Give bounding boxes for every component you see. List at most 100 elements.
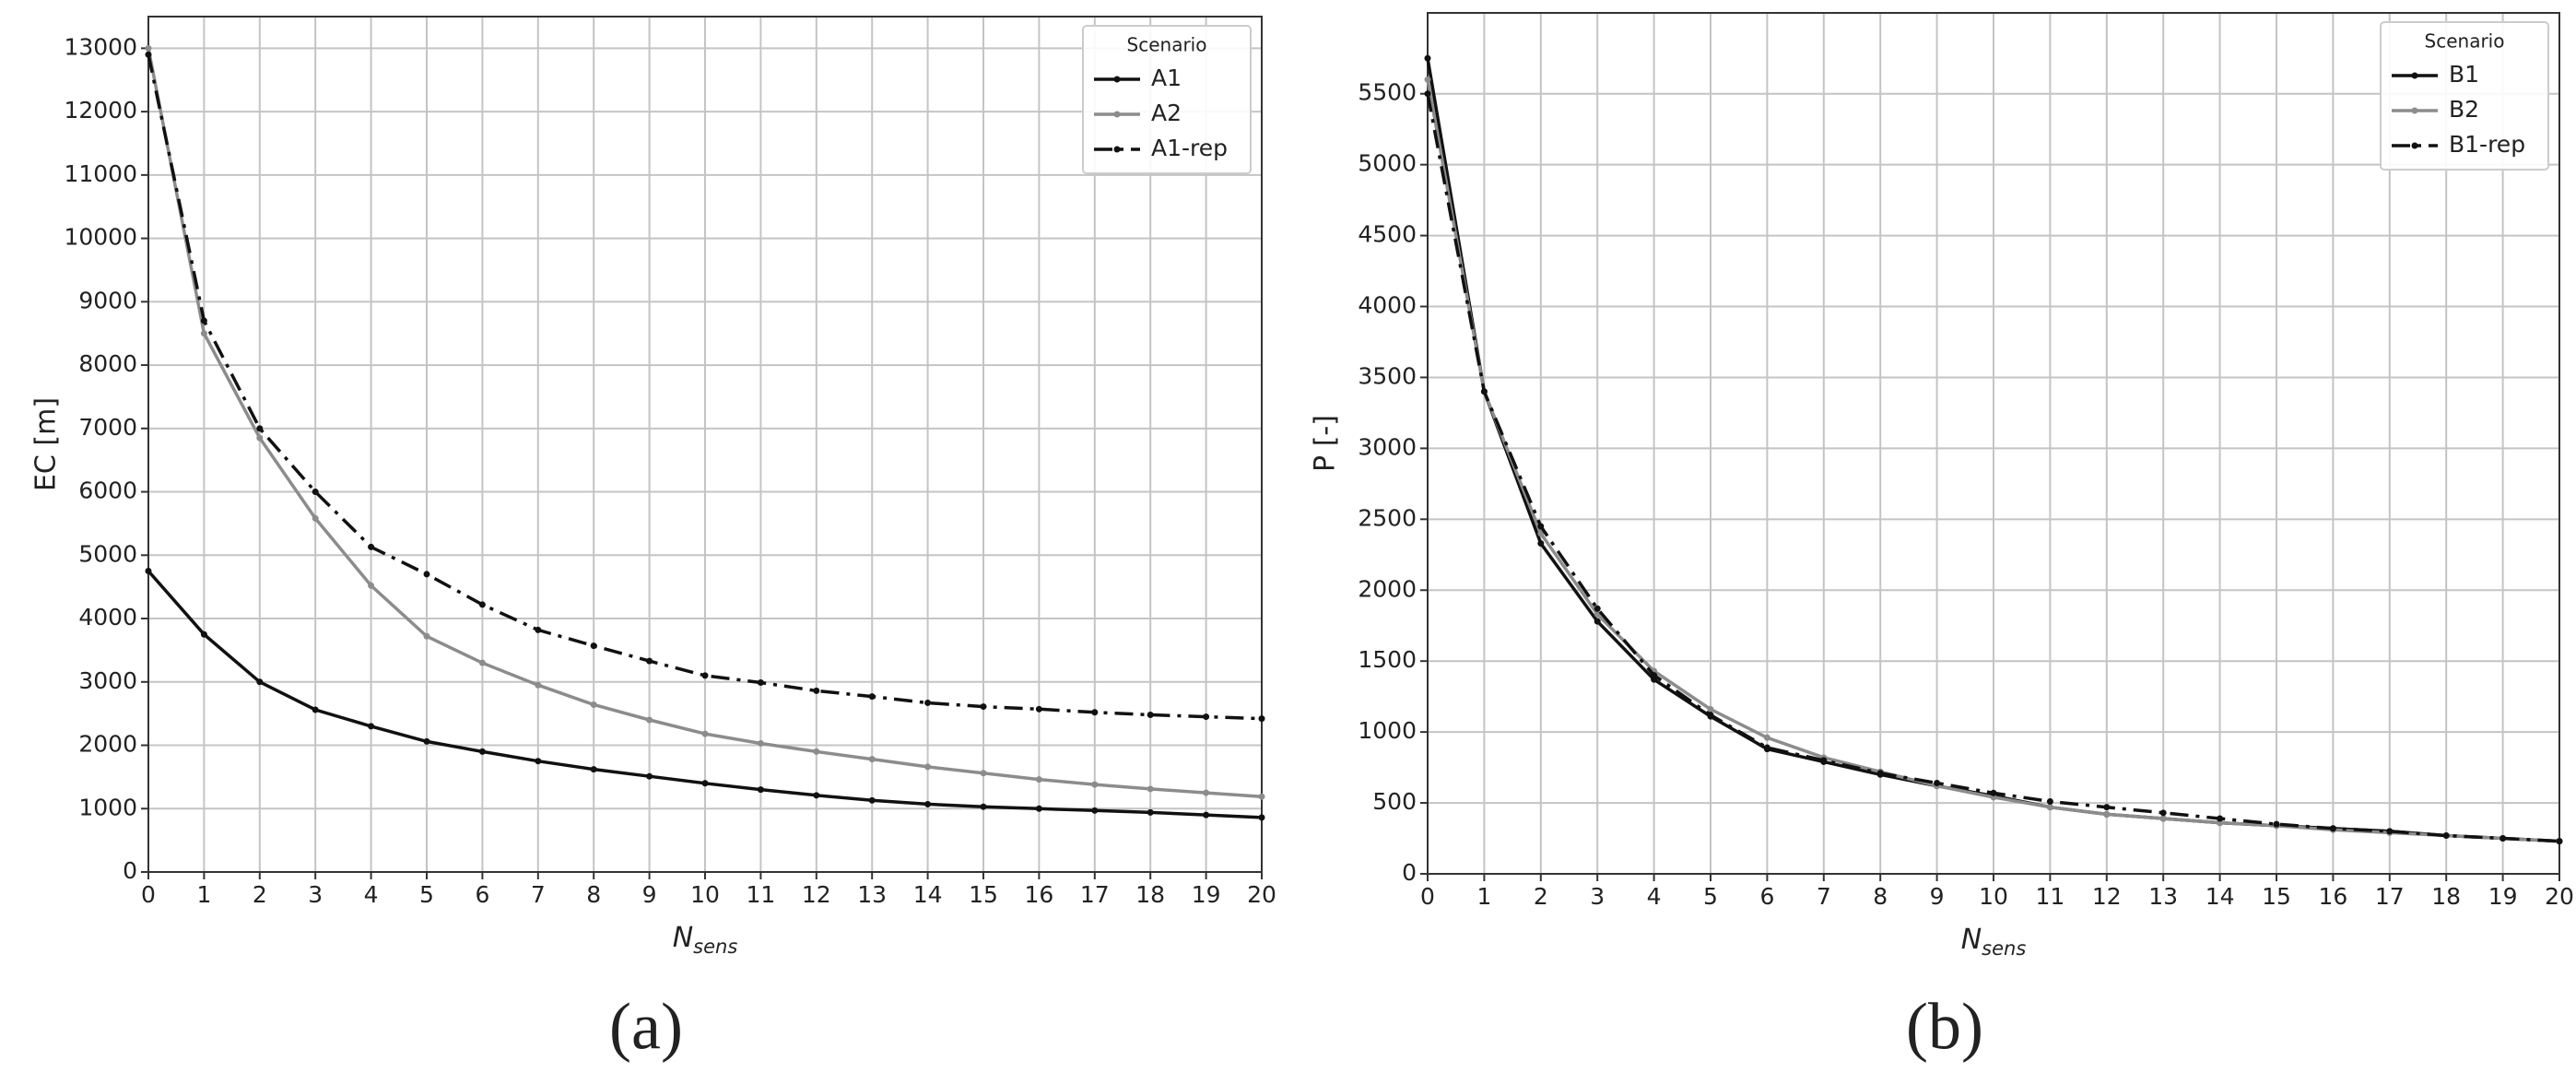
data-point: [1091, 781, 1099, 788]
data-point: [312, 514, 319, 522]
data-point: [423, 737, 430, 745]
legend-marker: [1113, 146, 1121, 153]
chart: 0 500 1000 1500 2000 2500 3000 3500 4000 4500 5000…: [1310, 12, 2574, 1064]
x-tick-label: 12: [802, 881, 831, 908]
legend-marker: [1113, 76, 1121, 83]
panel-label: (a): [609, 990, 683, 1064]
data-point: [2103, 810, 2111, 818]
data-point: [1876, 770, 1884, 777]
x-axis-label-subscript: sens: [693, 936, 737, 958]
x-tick-label: 16: [2318, 883, 2347, 910]
data-point: [590, 701, 597, 709]
y-tick-label: 6000: [78, 477, 137, 504]
x-axis-label-main: N: [673, 922, 693, 954]
y-tick-label: 0: [1402, 859, 1417, 886]
legend-marker: [2411, 142, 2418, 149]
data-point: [1707, 706, 1714, 713]
x-tick-label: 12: [2092, 883, 2122, 910]
y-tick-label: 2000: [78, 731, 137, 758]
data-point: [2500, 835, 2507, 842]
data-point: [1934, 780, 1941, 787]
y-tick-label: 8000: [78, 350, 137, 377]
x-tick-label: 19: [2488, 883, 2518, 910]
data-point: [2046, 804, 2053, 811]
y-tick-label: 5500: [1358, 79, 1417, 106]
data-point: [757, 786, 764, 794]
y-tick-label: 4000: [1358, 292, 1417, 319]
data-point: [1707, 712, 1714, 719]
x-axis-label: Nsens: [1961, 924, 2027, 960]
data-point: [1258, 793, 1265, 800]
y-tick-label: 500: [1372, 788, 1417, 815]
y-tick-label: 9000: [78, 287, 137, 313]
legend-label: B1-rep: [2449, 131, 2525, 158]
x-tick-label: 15: [2262, 883, 2291, 910]
data-point: [757, 739, 764, 747]
data-point: [1537, 523, 1545, 530]
data-point: [813, 748, 820, 755]
x-tick-label: 18: [1135, 881, 1165, 908]
data-point: [868, 693, 876, 701]
data-point: [2159, 809, 2167, 817]
x-axis-label-main: N: [1961, 924, 1982, 956]
data-point: [145, 567, 152, 574]
data-point: [1203, 811, 1210, 819]
data-point: [590, 766, 597, 773]
data-point: [2217, 815, 2224, 822]
y-tick-label: 3500: [1358, 362, 1417, 389]
legend-box: [1082, 25, 1252, 174]
data-point: [701, 780, 709, 787]
data-point: [924, 699, 932, 706]
data-point: [1820, 757, 1828, 764]
legend-marker: [2411, 107, 2418, 114]
x-tick-label: 8: [1873, 883, 1888, 910]
data-point: [2273, 820, 2280, 828]
data-point: [2046, 798, 2053, 806]
y-tick-label: 10000: [64, 224, 137, 251]
x-tick-label: 15: [969, 881, 998, 908]
x-tick-label: 11: [2035, 883, 2064, 910]
legend-label: A1: [1151, 65, 1182, 91]
data-point: [1147, 808, 1154, 816]
plot-frame: [147, 16, 1263, 873]
data-point: [1594, 618, 1601, 625]
data-point: [1424, 54, 1431, 62]
x-tick-label: 13: [857, 881, 887, 908]
data-point: [1424, 90, 1431, 98]
x-tick-label: 1: [1476, 883, 1491, 910]
data-point: [423, 571, 430, 578]
x-tick-label: 6: [1759, 883, 1774, 910]
y-tick-label: 3000: [78, 667, 137, 694]
data-point: [1035, 805, 1042, 812]
data-point: [2386, 828, 2394, 835]
x-tick-label: 14: [913, 881, 943, 908]
y-tick-label: 12000: [64, 97, 137, 124]
x-tick-label: 9: [642, 881, 657, 908]
x-tick-label: 17: [2375, 883, 2405, 910]
x-tick-label: 1: [196, 881, 211, 908]
data-point: [256, 434, 264, 442]
x-tick-label: 20: [1247, 881, 1276, 908]
x-tick-label: 13: [2148, 883, 2178, 910]
x-tick-label: 6: [475, 881, 489, 908]
data-point: [980, 703, 987, 711]
panel-label: (b): [1906, 990, 1983, 1064]
data-point: [200, 630, 207, 638]
x-tick-label: 19: [1192, 881, 1221, 908]
data-point: [1990, 789, 1997, 796]
data-point: [200, 317, 207, 324]
data-point: [145, 44, 152, 52]
x-tick-label: 17: [1080, 881, 1110, 908]
y-tick-label: 1000: [78, 794, 137, 820]
x-tick-label: 10: [690, 881, 720, 908]
data-point: [701, 672, 709, 679]
x-tick-label: 4: [1647, 883, 1662, 910]
x-tick-label: 2: [1534, 883, 1548, 910]
x-tick-label: 20: [2545, 883, 2574, 910]
data-point: [1763, 744, 1770, 751]
chart: 0100020003000400050006000700080009000100…: [30, 16, 1276, 1064]
x-tick-label: 0: [1420, 883, 1435, 910]
y-tick-label: 5000: [78, 540, 137, 567]
data-point: [868, 796, 876, 804]
